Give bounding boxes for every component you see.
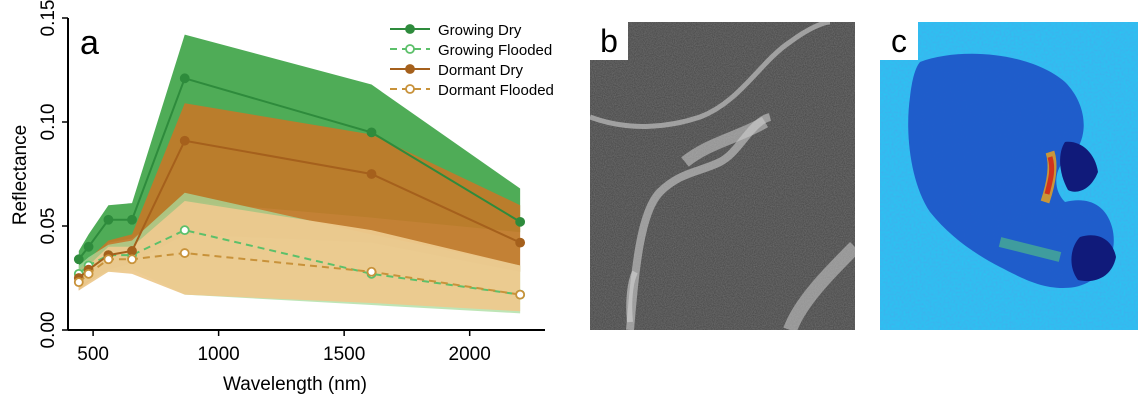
point-dormant-flooded-0 [73, 277, 84, 288]
y-axis-label: Reflectance [10, 125, 31, 225]
legend-marker-growing-dry [405, 24, 415, 34]
point-dormant-dry-6 [515, 237, 526, 248]
point-growing-dry-6 [515, 216, 526, 227]
legend-label-growing-flooded: Growing Flooded [438, 42, 552, 59]
point-dormant-dry-3 [127, 246, 137, 256]
point-dormant-flooded-2 [103, 254, 114, 265]
point-dormant-flooded-6 [515, 289, 526, 300]
x-axis-label: Wavelength (nm) [223, 374, 367, 395]
panel-c-colormap-image: c [880, 22, 1138, 330]
panel-letter-c: c [880, 22, 918, 60]
point-growing-dry-2 [103, 214, 114, 225]
point-dormant-dry-4 [179, 135, 190, 146]
x-tick-label-1000: 1000 [197, 344, 239, 365]
point-growing-dry-3 [127, 214, 137, 225]
legend-label-growing-dry: Growing Dry [438, 22, 522, 39]
point-growing-dry-5 [366, 127, 377, 138]
grayscale-texture [590, 22, 855, 330]
panel-b-grayscale-image: b [590, 22, 855, 330]
series-lines [73, 73, 526, 300]
y-tick-label-3: 0.15 [38, 0, 59, 36]
reflectance-chart: 500 1000 1500 2000 0.00 0.05 0.10 0.15 a Wavele… [10, 0, 554, 395]
x-tick-label-1500: 1500 [323, 344, 365, 365]
point-dormant-flooded-5 [366, 266, 377, 277]
point-growing-flooded-4 [179, 225, 190, 236]
chart-axes: 500 1000 1500 2000 0.00 0.05 0.10 0.15 [38, 0, 545, 365]
x-tick-label-2000: 2000 [449, 344, 491, 365]
legend-marker-dormant-dry [405, 64, 415, 74]
point-dormant-flooded-1 [83, 268, 94, 279]
legend-label-dormant-dry: Dormant Dry [438, 62, 524, 79]
point-dormant-dry-5 [366, 169, 377, 179]
legend: Growing Dry Growing Flooded Dormant Dry Dor… [390, 22, 554, 99]
point-growing-dry-1 [83, 241, 94, 252]
point-growing-dry-0 [73, 254, 84, 265]
x-tick-label-500: 500 [77, 344, 109, 365]
legend-label-dormant-flooded: Dormant Flooded [438, 82, 554, 99]
panel-letter-a: a [80, 24, 99, 62]
legend-marker-growing-flooded [405, 44, 415, 54]
point-dormant-flooded-3 [127, 254, 137, 265]
y-tick-label-1: 0.05 [38, 208, 59, 245]
y-tick-label-0: 0.00 [38, 312, 59, 349]
point-growing-dry-4 [179, 73, 190, 84]
colormap-texture [880, 22, 1138, 330]
point-dormant-flooded-4 [179, 248, 190, 258]
y-tick-label-2: 0.10 [38, 104, 59, 141]
panel-letter-b: b [590, 22, 628, 60]
legend-marker-dormant-flooded [405, 84, 415, 94]
